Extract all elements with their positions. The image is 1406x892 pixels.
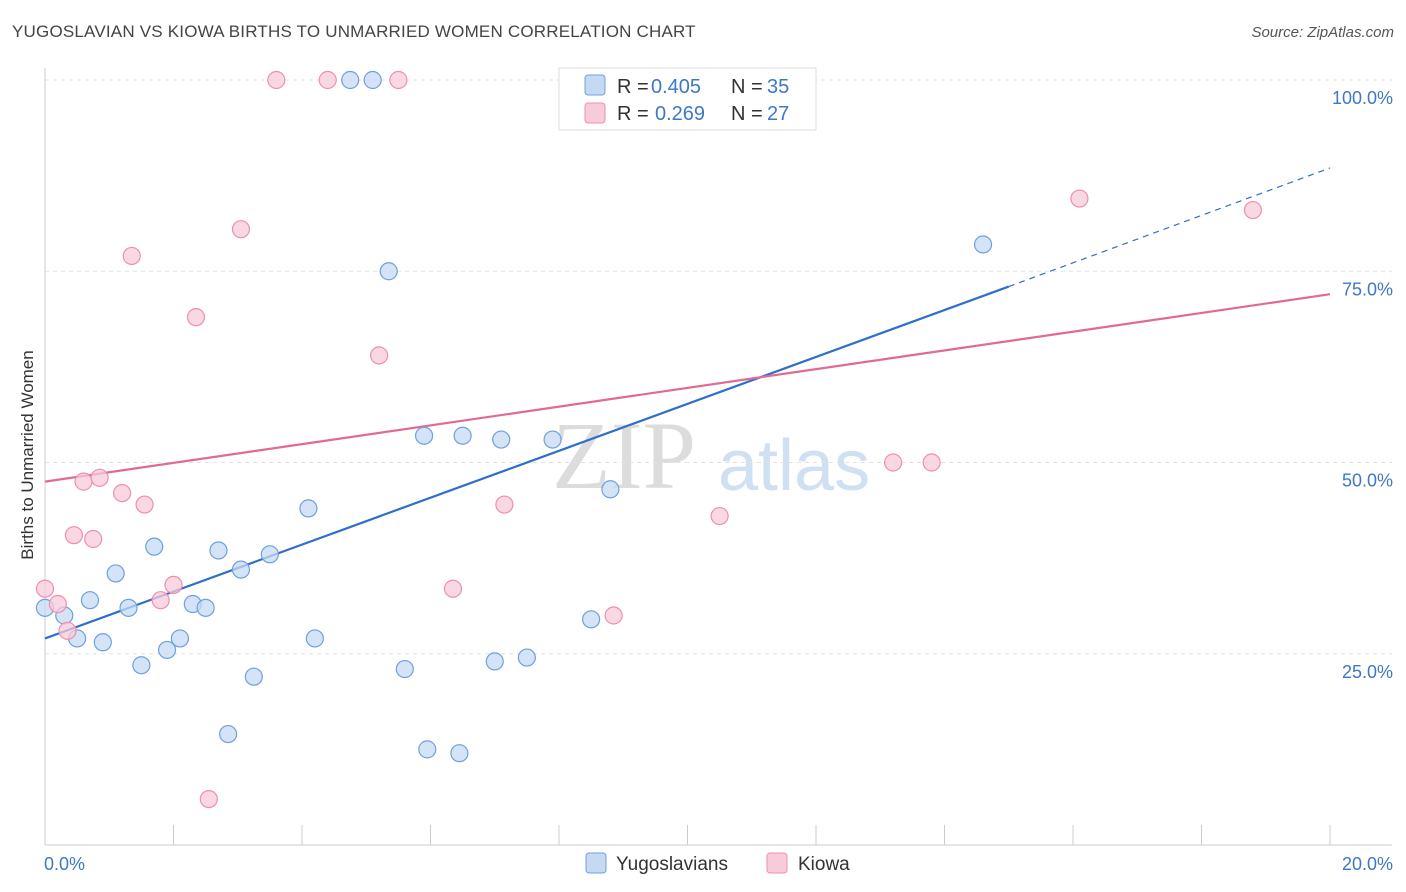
point-yugoslavians-25 — [414, 426, 434, 445]
point-kiowa-25 — [1070, 189, 1089, 208]
watermark: ZIP atlas — [552, 402, 870, 509]
y-axis-label: Births to Unmarried Women — [18, 350, 37, 559]
point-kiowa-15 — [267, 70, 286, 90]
y-tick-label-75: 75.0% — [1342, 279, 1393, 299]
point-yugoslavians-20 — [341, 70, 360, 90]
point-kiowa-11 — [164, 575, 183, 595]
legend-swatch-kiowa — [584, 102, 606, 124]
trend-line-extension-0 — [1008, 167, 1331, 288]
point-kiowa-5 — [84, 529, 103, 549]
point-yugoslavians-26 — [453, 426, 472, 445]
point-yugoslavians-5 — [106, 564, 125, 583]
chart-title: YUGOSLAVIAN VS KIOWA BIRTHS TO UNMARRIED… — [12, 22, 696, 41]
bottom-legend: Yugoslavians Kiowa — [585, 852, 850, 875]
x-tick-labels: 0.0% 20.0% — [44, 854, 1393, 874]
point-kiowa-22 — [710, 506, 729, 526]
point-yugoslavians-31 — [543, 430, 562, 449]
point-yugoslavians-16 — [244, 667, 263, 686]
point-kiowa-14 — [231, 220, 251, 239]
point-kiowa-10 — [151, 591, 170, 610]
legend: R = 0.405 N = 35 R = 0.269 N = 27 — [558, 67, 817, 131]
point-yugoslavians-7 — [132, 656, 151, 675]
point-kiowa-20 — [495, 495, 514, 514]
x-tick-label-max: 20.0% — [1342, 854, 1393, 874]
point-kiowa-6 — [90, 468, 109, 487]
point-yugoslavians-17 — [260, 545, 279, 564]
point-kiowa-19 — [443, 579, 463, 598]
legend-n-label-1: N = — [731, 103, 763, 125]
point-yugoslavians-33 — [601, 480, 620, 499]
point-yugoslavians-29 — [492, 430, 511, 449]
point-yugoslavians-13 — [209, 541, 228, 560]
legend-n-value-1: 27 — [767, 103, 789, 125]
point-yugoslavians-9 — [157, 640, 177, 660]
point-yugoslavians-30 — [517, 648, 536, 667]
point-yugoslavians-28 — [485, 652, 504, 671]
point-yugoslavians-8 — [145, 537, 164, 556]
point-kiowa-26 — [1243, 200, 1263, 220]
bottom-legend-label-kiowa: Kiowa — [798, 854, 850, 875]
trend-line-0 — [44, 285, 1010, 640]
point-kiowa-18 — [389, 70, 408, 90]
point-yugoslavians-34 — [973, 235, 993, 254]
point-kiowa-23 — [883, 453, 903, 472]
point-kiowa-3 — [64, 526, 84, 545]
point-yugoslavians-15 — [231, 560, 251, 579]
y-tick-label-25: 25.0% — [1342, 662, 1393, 682]
point-yugoslavians-21 — [363, 70, 382, 90]
trend-lines — [44, 167, 1331, 640]
legend-r-value-1: 0.269 — [655, 103, 705, 125]
watermark-zip: ZIP — [552, 402, 696, 509]
legend-r-label-0: R = — [617, 76, 649, 98]
data-points — [35, 70, 1263, 809]
point-kiowa-16 — [318, 70, 337, 90]
watermark-atlas: atlas — [718, 426, 870, 506]
point-yugoslavians-22 — [379, 262, 398, 281]
y-tick-label-100: 100.0% — [1332, 88, 1393, 108]
point-kiowa-0 — [35, 579, 55, 598]
legend-r-label-1: R = — [617, 103, 649, 125]
point-yugoslavians-32 — [582, 610, 601, 629]
point-kiowa-7 — [112, 484, 132, 503]
chart-source: Source: ZipAtlas.com — [1251, 24, 1394, 41]
point-yugoslavians-27 — [450, 744, 469, 763]
point-kiowa-2 — [58, 621, 77, 640]
y-tick-label-50: 50.0% — [1342, 471, 1393, 491]
bottom-legend-label-yugoslavians: Yugoslavians — [616, 854, 728, 875]
trend-line-1 — [44, 293, 1331, 483]
legend-swatch-yugoslavians — [584, 74, 606, 96]
point-yugoslavians-12 — [196, 598, 215, 617]
legend-n-label-0: N = — [731, 76, 763, 98]
point-yugoslavians-3 — [80, 591, 100, 610]
point-yugoslavians-23 — [395, 659, 414, 679]
point-kiowa-8 — [122, 246, 141, 266]
point-kiowa-4 — [74, 472, 93, 491]
x-tick-label-min: 0.0% — [44, 854, 85, 874]
point-yugoslavians-19 — [305, 629, 324, 648]
point-yugoslavians-18 — [299, 499, 318, 518]
point-kiowa-13 — [199, 789, 218, 809]
point-yugoslavians-4 — [93, 633, 112, 652]
point-yugoslavians-24 — [418, 740, 437, 759]
point-kiowa-1 — [48, 594, 67, 614]
point-kiowa-17 — [370, 346, 389, 365]
point-yugoslavians-14 — [219, 724, 238, 744]
point-kiowa-9 — [135, 495, 154, 514]
point-kiowa-21 — [604, 606, 623, 625]
point-yugoslavians-10 — [170, 629, 190, 648]
y-tick-labels: 25.0% 50.0% 75.0% 100.0% — [1332, 88, 1393, 682]
bottom-legend-swatch-yugoslavians — [585, 852, 607, 874]
legend-r-value-0: 0.405 — [651, 76, 701, 98]
bottom-legend-swatch-kiowa — [766, 852, 788, 874]
point-yugoslavians-6 — [119, 598, 138, 617]
point-kiowa-12 — [186, 308, 206, 327]
legend-n-value-0: 35 — [767, 76, 789, 98]
axes — [44, 68, 1392, 846]
point-kiowa-24 — [922, 453, 941, 472]
